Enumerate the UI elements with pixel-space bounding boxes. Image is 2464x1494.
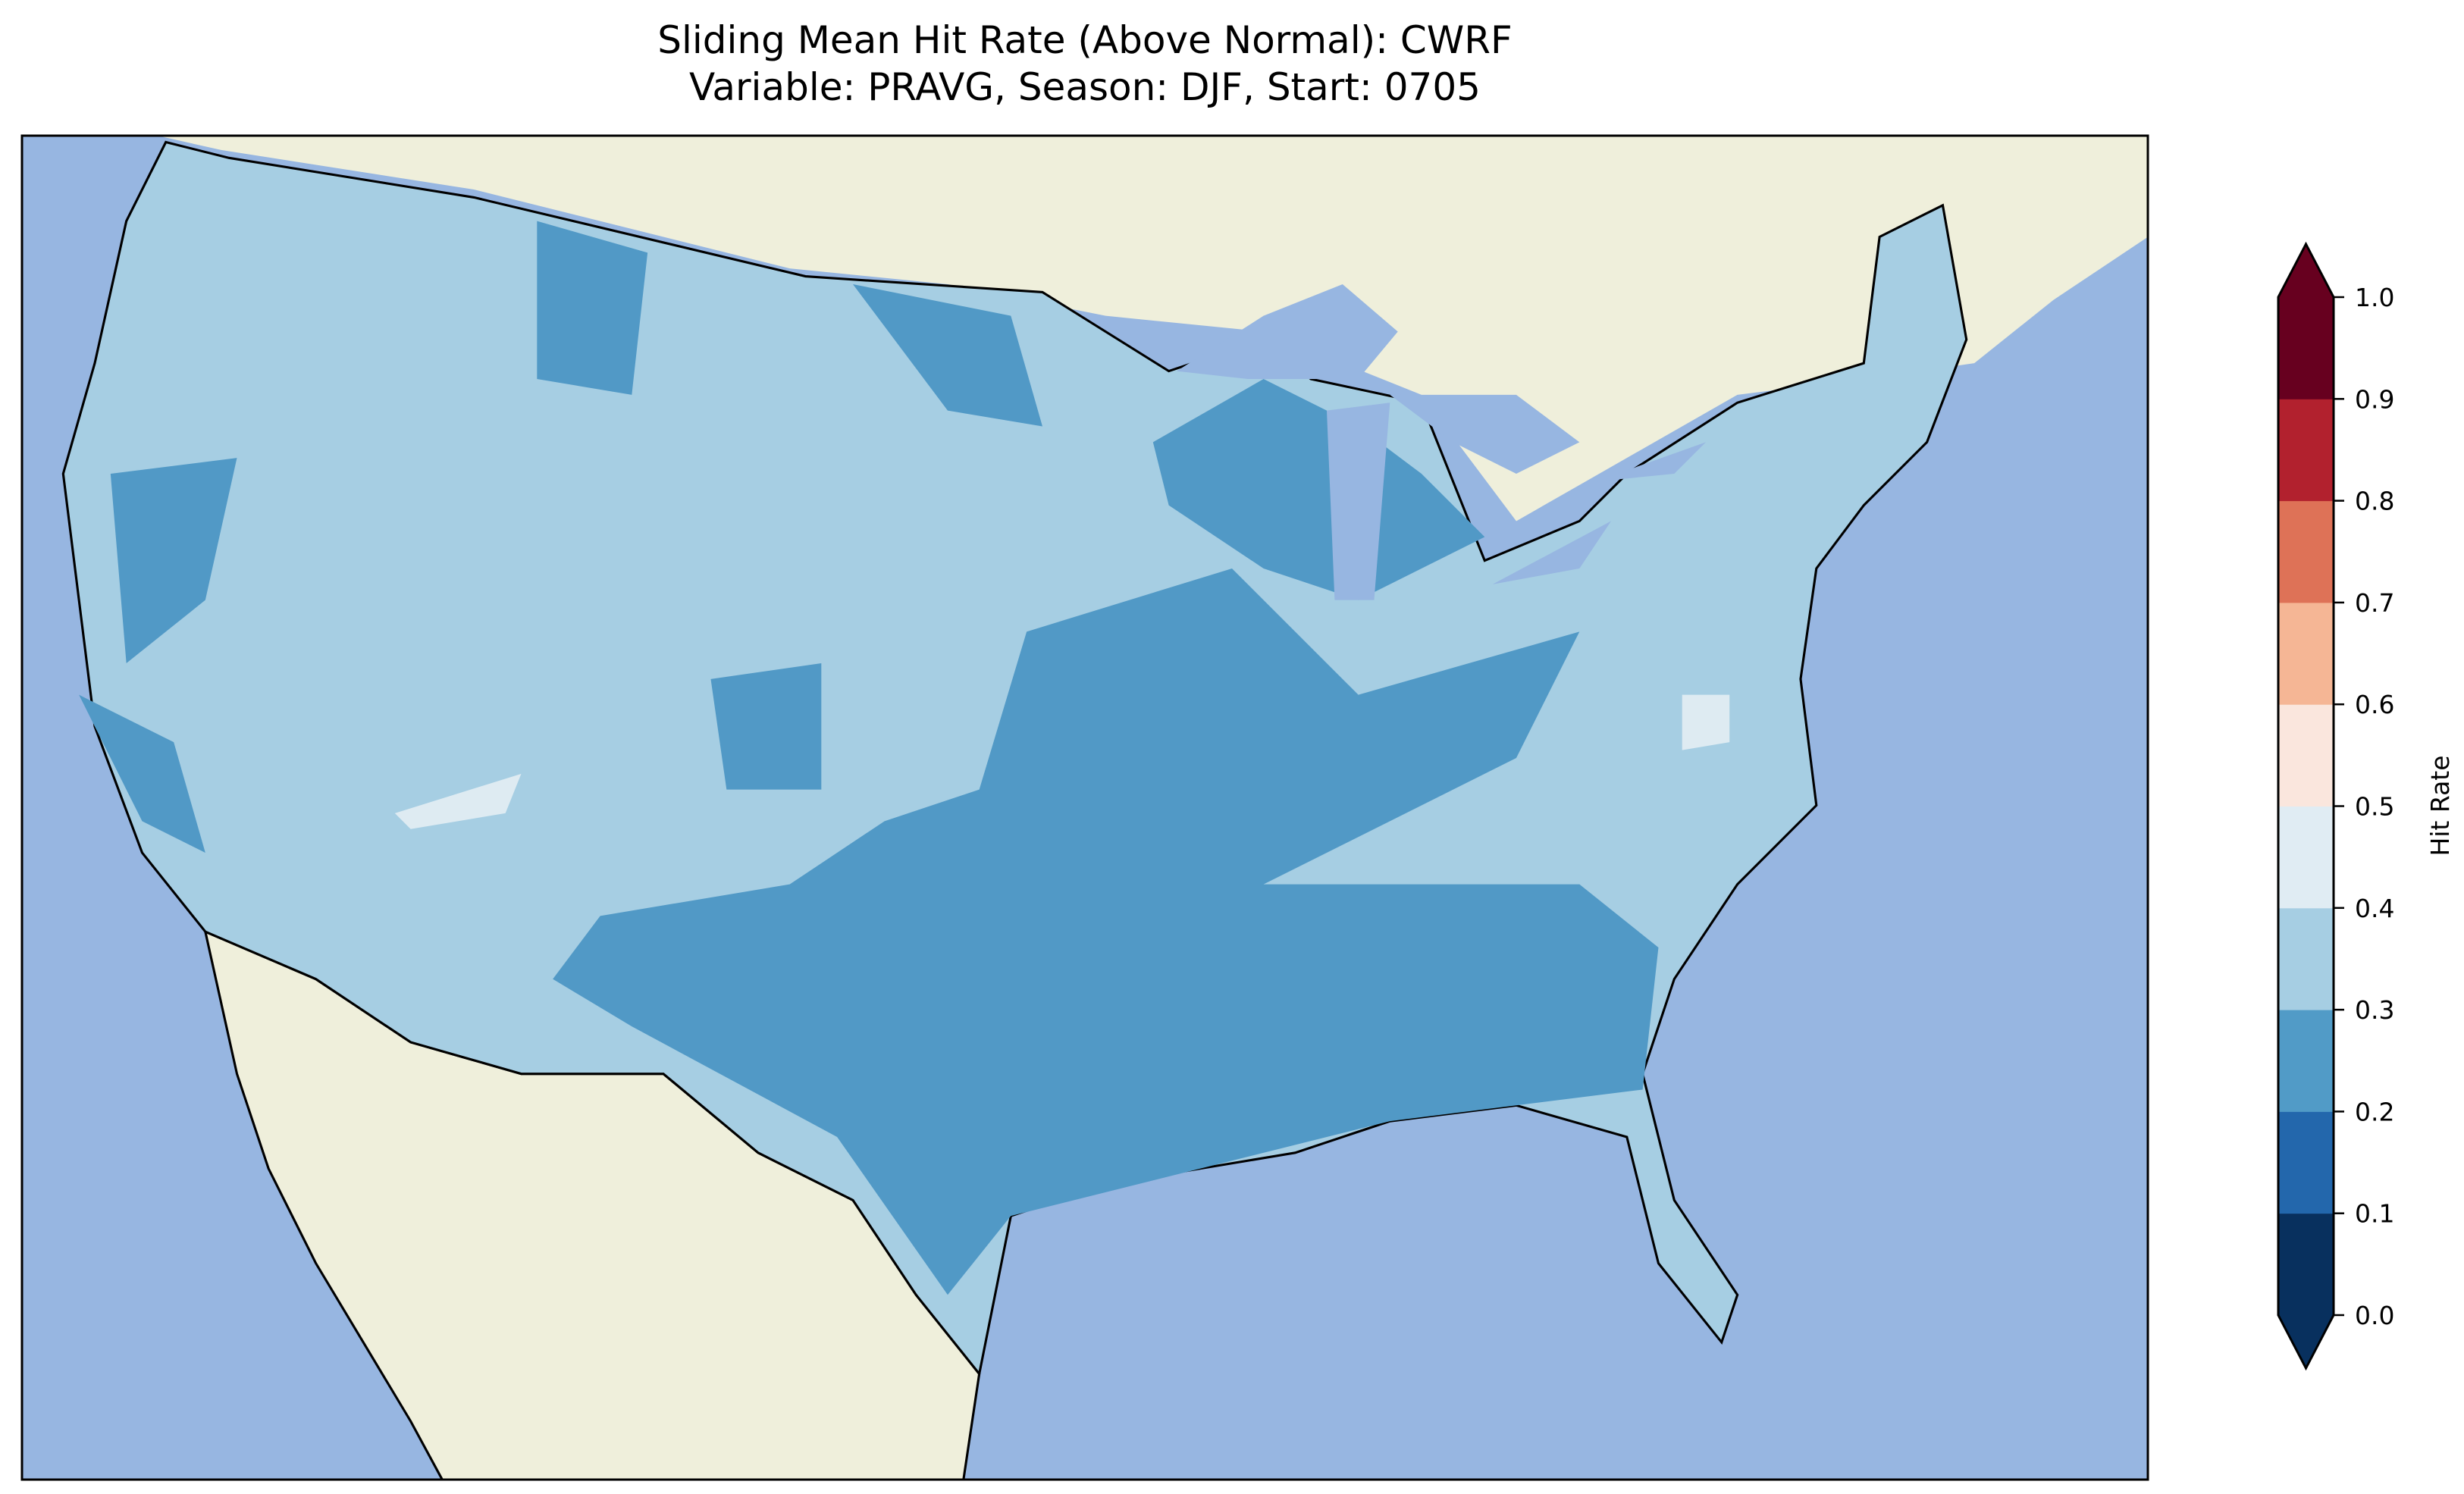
colorbar-segment xyxy=(2278,806,2334,909)
chart-title: Sliding Mean Hit Rate (Above Normal): CW… xyxy=(0,17,2170,111)
colorbar-tick-label: 0.1 xyxy=(2355,1199,2394,1229)
colorbar-tick-label: 0.6 xyxy=(2355,690,2394,719)
region-south-central xyxy=(553,568,1659,1295)
colorbar-segment xyxy=(2278,704,2334,807)
colorbar-tick-label: 0.0 xyxy=(2355,1301,2394,1330)
region-montana xyxy=(537,221,648,395)
colorbar-tick-label: 0.2 xyxy=(2355,1097,2394,1126)
colorbar-segment xyxy=(2278,907,2334,1010)
great-lakes xyxy=(1177,283,1706,600)
colorbar-tick-label: 0.4 xyxy=(2355,894,2394,923)
colorbar-label: Hit Rate xyxy=(2425,755,2455,856)
colorbar-tick-label: 0.9 xyxy=(2355,384,2394,414)
low-hit-rate-regions xyxy=(79,221,1659,1295)
region-california xyxy=(110,458,237,663)
colorbar-tick-label: 0.5 xyxy=(2355,792,2394,822)
colorbar-segment xyxy=(2278,500,2334,603)
title-line-2: Variable: PRAVG, Season: DJF, Start: 070… xyxy=(689,65,1481,109)
canada-land xyxy=(158,136,2148,521)
colorbar-tick-label: 0.7 xyxy=(2355,588,2394,618)
region-socal xyxy=(79,694,205,853)
colorbar-segment xyxy=(2278,1010,2334,1112)
moderate-hit-rate-spots xyxy=(394,694,1730,829)
colorbar-tick-label: 1.0 xyxy=(2355,283,2394,312)
colorbar-segment xyxy=(2278,297,2334,399)
colorbar-tick-label: 0.8 xyxy=(2355,487,2394,516)
colorbar-segment xyxy=(2278,602,2334,705)
title-line-1: Sliding Mean Hit Rate (Above Normal): CW… xyxy=(657,18,1513,62)
region-north-dakota xyxy=(852,283,1042,427)
region-colorado-kansas xyxy=(710,662,822,790)
colorbar-segment xyxy=(2278,399,2334,502)
map-frame xyxy=(20,134,2149,1481)
colorbar-extend-max xyxy=(2278,244,2334,297)
region-great-lakes xyxy=(1152,378,1485,600)
colorbar-segment xyxy=(2278,1213,2334,1316)
colorbar-extend-min xyxy=(2278,1315,2334,1368)
colorbar-segment xyxy=(2278,1111,2334,1214)
colorbar-tick-label: 0.3 xyxy=(2355,995,2394,1025)
